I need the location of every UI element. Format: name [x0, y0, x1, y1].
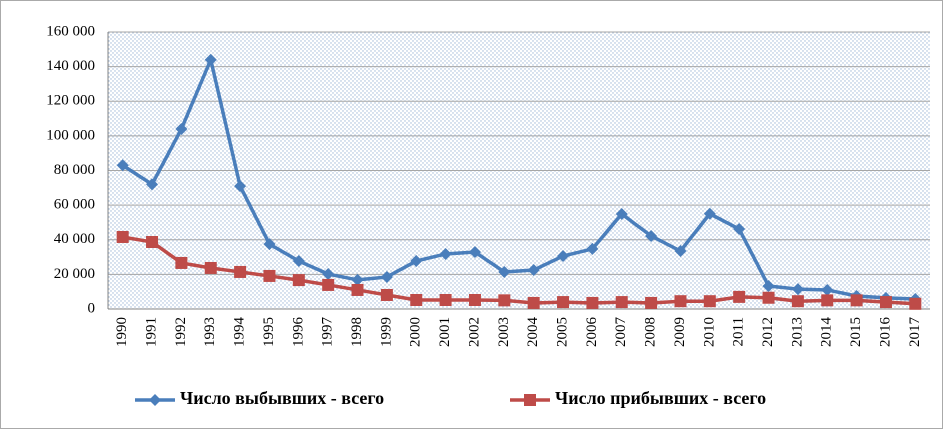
x-tick-label: 2008: [643, 317, 659, 347]
marker: [439, 247, 452, 260]
legend-marker: [524, 394, 536, 406]
marker: [116, 159, 129, 172]
legend-label: Число прибывших - всего: [555, 388, 766, 408]
x-tick-label: 2010: [701, 317, 717, 347]
marker: [498, 294, 511, 307]
series-line: [122, 235, 916, 306]
x-tick-label: 2015: [848, 317, 864, 347]
marker: [175, 122, 188, 135]
x-tick-label: 2007: [613, 317, 629, 348]
x-tick-label: 1998: [349, 317, 365, 347]
x-tick-label: 2017: [907, 317, 923, 348]
x-tick-label: 1996: [290, 317, 306, 348]
x-tick-label: 2002: [466, 317, 482, 347]
x-tick-label: 1993: [202, 317, 218, 347]
x-tick-label: 2012: [760, 317, 776, 347]
marker: [791, 295, 804, 308]
marker: [615, 207, 628, 220]
marker: [498, 265, 511, 278]
marker: [909, 297, 922, 310]
marker: [204, 53, 217, 66]
marker: [879, 296, 892, 309]
marker: [410, 293, 423, 306]
x-tick-label: 2009: [672, 317, 688, 347]
marker: [762, 291, 775, 304]
x-tick-label: 1995: [261, 317, 277, 347]
marker: [821, 294, 834, 307]
marker: [468, 246, 481, 259]
marker: [380, 270, 393, 283]
x-tick-label: 1992: [173, 317, 189, 347]
marker: [116, 230, 129, 243]
marker: [146, 178, 159, 191]
y-tick-label: 20 000: [54, 266, 95, 282]
x-tick-label: 2005: [554, 317, 570, 347]
marker: [557, 250, 570, 263]
x-tick-label: 1997: [320, 317, 336, 348]
marker: [527, 296, 540, 309]
marker: [351, 273, 364, 286]
marker: [175, 256, 188, 269]
x-tick-label: 2006: [584, 317, 600, 348]
marker: [527, 264, 540, 277]
y-tick-label: 100 000: [46, 127, 95, 143]
y-tick-label: 0: [88, 300, 96, 316]
marker: [204, 261, 217, 274]
x-tick-label: 2013: [789, 317, 805, 347]
x-tick-label: 2003: [496, 317, 512, 347]
marker: [791, 283, 804, 296]
marker: [410, 255, 423, 268]
y-tick-label: 60 000: [54, 197, 95, 213]
x-tick-label: 1994: [232, 317, 248, 348]
marker: [292, 255, 305, 268]
marker: [733, 290, 746, 303]
marker: [292, 274, 305, 287]
marker: [322, 278, 335, 291]
legend-marker: [149, 394, 161, 406]
y-tick-label: 40 000: [54, 231, 95, 247]
y-tick-label: 140 000: [46, 58, 95, 74]
marker: [234, 265, 247, 278]
marker: [586, 296, 599, 309]
marker: [850, 294, 863, 307]
marker: [645, 229, 658, 242]
marker: [821, 283, 834, 296]
x-tick-label: 2000: [408, 317, 424, 347]
marker: [674, 295, 687, 308]
marker: [146, 236, 159, 249]
marker: [380, 288, 393, 301]
marker: [762, 279, 775, 292]
marker: [615, 296, 628, 309]
x-tick-label: 1991: [143, 317, 159, 347]
marker: [439, 293, 452, 306]
marker: [674, 245, 687, 258]
marker: [234, 180, 247, 193]
y-tick-label: 120 000: [46, 93, 95, 109]
x-tick-label: 2004: [525, 317, 541, 348]
x-tick-label: 2014: [819, 317, 835, 348]
marker: [263, 238, 276, 251]
marker: [703, 295, 716, 308]
marker: [703, 207, 716, 220]
x-tick-label: 1990: [114, 317, 130, 347]
marker: [645, 296, 658, 309]
legend-label: Число выбывших - всего: [180, 388, 384, 408]
x-tick-label: 2001: [437, 317, 453, 347]
x-tick-label: 2011: [731, 317, 747, 346]
marker: [351, 283, 364, 296]
x-tick-label: 2016: [877, 317, 893, 348]
marker: [557, 296, 570, 309]
marker: [586, 242, 599, 255]
marker: [263, 269, 276, 282]
series-line: [121, 54, 916, 301]
x-tick-label: 1999: [378, 317, 394, 347]
y-tick-label: 160 000: [46, 23, 95, 39]
marker: [322, 268, 335, 281]
marker: [733, 223, 746, 236]
marker: [468, 293, 481, 306]
y-tick-label: 80 000: [54, 162, 95, 178]
